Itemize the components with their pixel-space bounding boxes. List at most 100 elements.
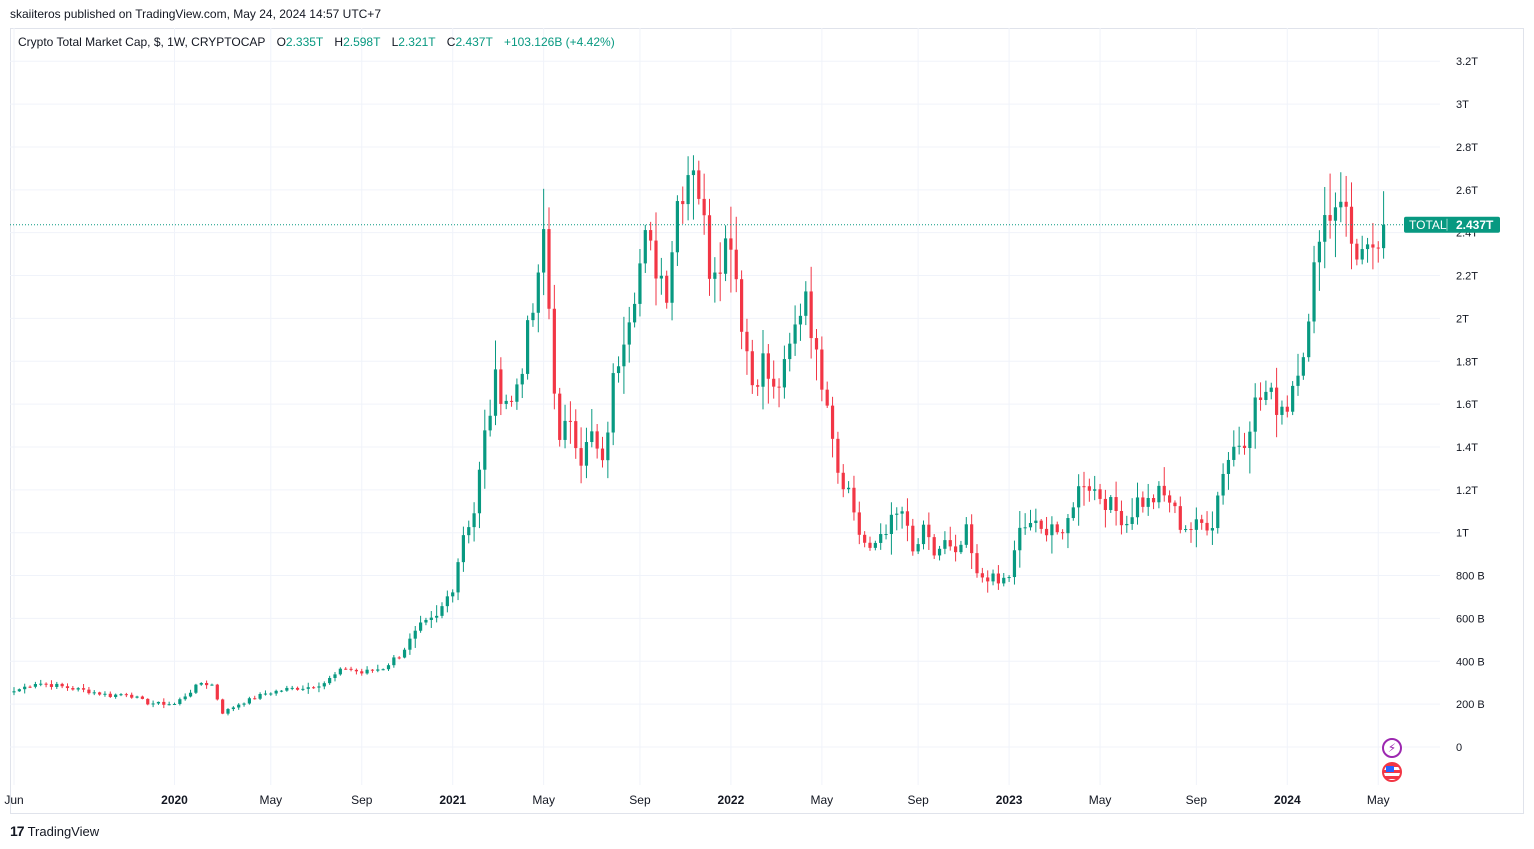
candle-body: [1002, 577, 1006, 584]
candle-body: [665, 275, 669, 303]
candle-body: [253, 698, 257, 700]
candle-body: [970, 524, 974, 554]
candle-body: [558, 393, 562, 440]
candle-body: [948, 540, 952, 547]
high-value: 2.598T: [343, 35, 381, 49]
candle-body: [1242, 445, 1247, 449]
candle-body: [1130, 517, 1134, 524]
candle-body: [440, 606, 444, 616]
candle-body: [172, 703, 177, 705]
candle-body: [140, 696, 144, 699]
candle-body: [1355, 243, 1359, 260]
candle-body: [1050, 524, 1054, 536]
y-tick-label: 3.2T: [1456, 56, 1478, 68]
candle-body: [488, 415, 492, 431]
candle-body: [809, 291, 813, 339]
candle-body: [1307, 321, 1311, 358]
price-tag-name: TOTAL: [1409, 218, 1447, 232]
candle-body: [895, 513, 899, 515]
candle-body: [622, 344, 626, 367]
candle-body: [793, 324, 797, 344]
low-value: 2.321T: [398, 35, 436, 49]
candle-body: [263, 693, 268, 695]
candle-body: [28, 686, 32, 688]
x-tick-label: Sep: [1186, 793, 1208, 807]
y-tick-label: 800 B: [1456, 571, 1485, 583]
candle-body: [39, 683, 43, 685]
candle-body: [1237, 445, 1241, 447]
x-tick-label: May: [532, 793, 555, 807]
x-tick-label: Sep: [907, 793, 929, 807]
candle-body: [205, 682, 209, 686]
candle-body: [456, 562, 460, 593]
candle-body: [927, 524, 931, 538]
flash-icon[interactable]: ⚡: [1382, 738, 1402, 758]
candle-body: [943, 540, 947, 549]
candle-body: [911, 525, 915, 552]
candle-body: [1189, 529, 1193, 531]
y-tick-label: 2T: [1456, 313, 1469, 325]
candle-body: [370, 669, 375, 671]
candle-body: [873, 542, 877, 548]
candle-body: [691, 170, 696, 176]
candle-body: [135, 696, 139, 698]
candle-body: [643, 230, 647, 264]
candle-body: [1221, 473, 1225, 496]
candle-body: [847, 487, 851, 490]
candle-body: [1382, 224, 1386, 249]
x-tick-label: 2023: [996, 793, 1023, 807]
candle-body: [477, 469, 482, 514]
candle-body: [798, 315, 803, 325]
candle-body: [1125, 523, 1129, 526]
candle-body: [167, 704, 171, 706]
change-value: +103.126B (+4.42%): [503, 35, 615, 49]
candle-body: [1028, 522, 1033, 528]
candle-body: [98, 692, 102, 695]
candle-body: [76, 688, 80, 690]
candle-body: [504, 400, 508, 404]
candle-body: [718, 272, 722, 274]
candle-body: [1210, 528, 1214, 531]
candle-body: [328, 677, 332, 684]
candle-body: [312, 687, 316, 689]
x-tick-label: 2021: [439, 793, 466, 807]
candle-body: [424, 619, 428, 623]
y-tick-label: 1.8T: [1456, 356, 1478, 368]
last-price-tag[interactable]: TOTAL 2.437T: [1404, 216, 1500, 233]
grid-lines: [10, 28, 1440, 785]
candle-body: [210, 684, 214, 686]
tradingview-brand[interactable]: 17 TradingView: [10, 823, 99, 839]
candle-body: [772, 378, 776, 387]
candle-body: [574, 421, 578, 449]
candle-body: [397, 657, 401, 659]
candle-body: [707, 215, 712, 279]
candle-body: [900, 511, 904, 514]
candle-body: [814, 338, 819, 350]
symbol-title[interactable]: Crypto Total Market Cap, $, 1W, CRYPTOCA…: [18, 35, 266, 49]
candle-body: [435, 615, 439, 618]
candle-body: [515, 384, 519, 402]
candle-body: [44, 683, 48, 685]
candle-body: [921, 524, 926, 545]
y-tick-label: 400 B: [1456, 656, 1485, 668]
candle-body: [713, 272, 717, 279]
candle-body: [103, 693, 107, 695]
candle-body: [1371, 244, 1375, 248]
candle-body: [868, 542, 872, 548]
candle-body: [729, 238, 733, 250]
candle-body: [1264, 391, 1268, 400]
candle-body: [1077, 486, 1081, 508]
candle-body: [788, 343, 792, 360]
candle-body: [1317, 241, 1321, 263]
candle-body: [33, 684, 37, 687]
candle-body: [1007, 577, 1011, 579]
candle-body: [1275, 387, 1279, 415]
us-flag-icon[interactable]: [1382, 762, 1402, 782]
brand-name: TradingView: [27, 823, 100, 839]
y-tick-label: 0: [1456, 742, 1462, 754]
candle-body: [526, 320, 530, 374]
candle-body: [65, 686, 70, 689]
x-tick-label: May: [1089, 793, 1112, 807]
tradingview-logo-icon: 17: [10, 823, 25, 839]
